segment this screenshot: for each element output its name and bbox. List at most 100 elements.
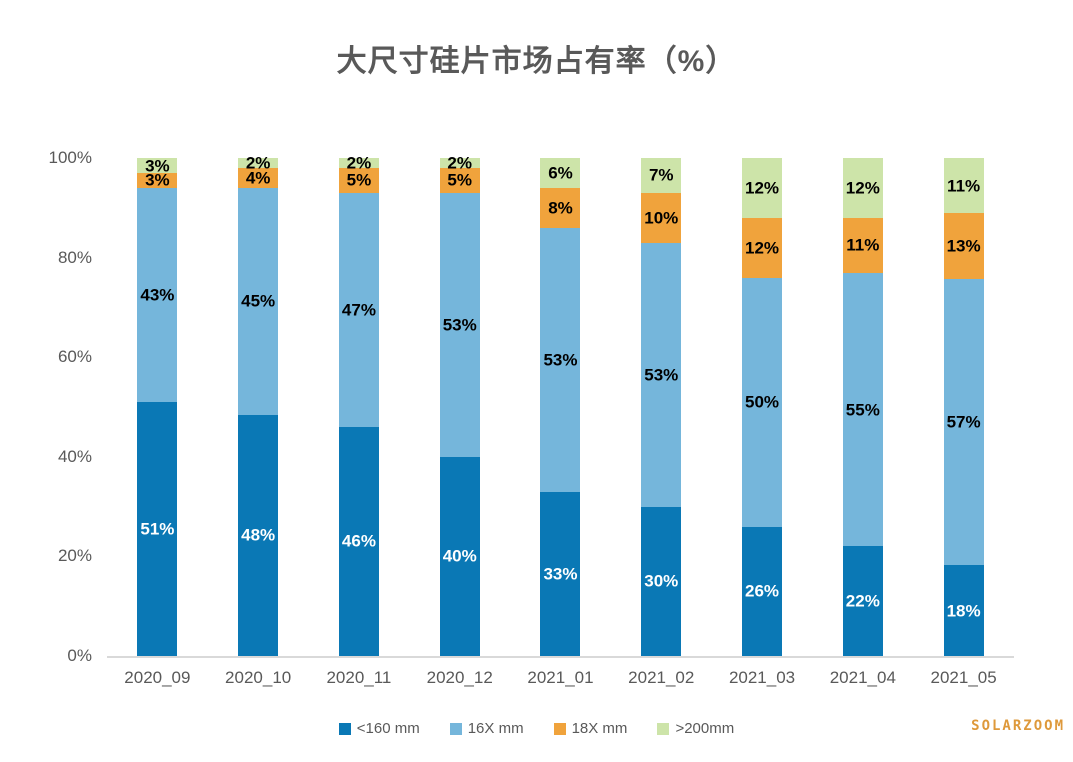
x-axis-tick-label: 2021_05 xyxy=(930,668,997,687)
data-label: 10% xyxy=(644,208,679,228)
solarzoom-watermark: SOLARZOOM xyxy=(971,718,1065,734)
legend: <160 mm 16X mm 18X mm >200mm xyxy=(0,720,1073,737)
y-axis-tick-label: 0% xyxy=(67,646,92,665)
bar-segment-18X mm: 11% xyxy=(842,217,883,273)
bar-segment-16X mm: 53% xyxy=(641,242,682,507)
x-axis-tick-label: 2021_01 xyxy=(527,668,594,687)
bar-segment-16X mm: 57% xyxy=(943,278,984,566)
bar-segment->200mm: 7% xyxy=(641,158,682,193)
bar-2020_09: 51% 43% 3% 3% xyxy=(107,156,208,656)
bar-segment->200mm: 2% xyxy=(238,155,279,172)
data-label: 4% xyxy=(245,168,271,188)
data-label: 8% xyxy=(548,198,573,218)
data-label: 53% xyxy=(442,315,477,335)
bar-segment-16X mm: 47% xyxy=(338,192,379,427)
data-label: 13% xyxy=(946,236,981,256)
y-axis-tick-label: 60% xyxy=(57,347,92,367)
bar-segment->200mm: 2% xyxy=(439,155,480,172)
legend-swatch-icon xyxy=(338,722,351,735)
data-label: 55% xyxy=(845,400,880,419)
data-label: 5% xyxy=(447,170,472,190)
data-label: 26% xyxy=(745,581,780,601)
x-axis-tick-label: 2020_11 xyxy=(326,668,392,687)
bar-2020_10: 48% 45% 4% 2% xyxy=(208,155,309,656)
bar-segment->200mm: 6% xyxy=(540,158,581,188)
bar-segment-<160 mm: 48% xyxy=(238,414,279,656)
bar-segment-18X mm: 5% xyxy=(439,167,480,193)
data-label: 11% xyxy=(947,176,981,196)
data-label: 12% xyxy=(745,178,780,198)
bar-segment-<160 mm: 30% xyxy=(641,506,682,656)
data-label: 3% xyxy=(145,170,170,190)
bar-segment-18X mm: 8% xyxy=(540,187,581,228)
x-axis-tick-label: 2020_09 xyxy=(124,668,191,687)
data-label: 3% xyxy=(145,156,170,175)
data-label: 2% xyxy=(346,153,372,173)
bar-segment->200mm: 12% xyxy=(742,158,783,218)
legend-label: >200mm xyxy=(675,720,735,737)
data-label: 30% xyxy=(644,571,679,591)
data-label: 50% xyxy=(745,392,780,412)
bar-2020_12: 40% 53% 5% 2% xyxy=(409,155,510,656)
bar-segment-16X mm: 43% xyxy=(137,187,178,403)
data-label: 53% xyxy=(644,365,679,385)
legend-swatch-icon xyxy=(449,722,462,735)
bar-segment-<160 mm: 51% xyxy=(137,402,178,656)
data-label: 5% xyxy=(346,170,372,190)
bar-segment-<160 mm: 18% xyxy=(943,565,984,656)
data-label: 46% xyxy=(341,531,376,551)
legend-label: 18X mm xyxy=(571,720,628,737)
data-label: 53% xyxy=(543,350,578,370)
data-label: 22% xyxy=(845,591,880,611)
bar-segment-<160 mm: 40% xyxy=(439,456,480,656)
bar-segment->200mm: 2% xyxy=(338,155,379,172)
data-label: 57% xyxy=(946,412,981,432)
bar-2021_01: 33% 53% 8% 6% xyxy=(510,158,611,656)
data-label: 6% xyxy=(548,163,573,183)
bar-segment->200mm: 11% xyxy=(943,158,984,214)
bar-segment-18X mm: 13% xyxy=(943,213,984,279)
legend-label: <160 mm xyxy=(356,720,420,737)
x-axis-tick-label: 2020_12 xyxy=(426,668,493,687)
y-axis-tick-label: 20% xyxy=(57,546,92,566)
bar-segment-18X mm: 5% xyxy=(338,167,379,193)
bar-segment-<160 mm: 22% xyxy=(842,546,883,656)
bar-segment-18X mm: 3% xyxy=(137,170,178,190)
bar-segment-16X mm: 55% xyxy=(842,272,883,547)
data-label: 40% xyxy=(442,546,477,566)
bar-2021_03: 26% 50% 12% 12% xyxy=(712,158,813,656)
legend-label: 16X mm xyxy=(467,720,524,737)
bar-segment-16X mm: 53% xyxy=(540,227,581,492)
bar-segment->200mm: 3% xyxy=(137,156,178,175)
data-label: 2% xyxy=(447,153,472,173)
legend-item-16X mm: 16X mm xyxy=(449,720,524,737)
data-label: 7% xyxy=(648,165,674,185)
y-axis-tick-label: 100% xyxy=(48,148,92,167)
data-label: 33% xyxy=(543,564,578,584)
bar-2021_02: 30% 53% 10% 7% xyxy=(611,158,712,656)
bar-2021_05: 18% 57% 13% 11% xyxy=(913,158,1014,656)
y-axis-tick-label: 40% xyxy=(57,446,92,466)
bar-2021_04: 22% 55% 11% 12% xyxy=(812,158,913,656)
chart-title: 大尺寸硅片市场占有率（%） xyxy=(336,45,737,78)
data-label: 43% xyxy=(140,285,175,305)
bar-segment-16X mm: 53% xyxy=(439,192,480,457)
data-label: 2% xyxy=(245,153,271,173)
x-axis-tick-label: 2020_10 xyxy=(225,668,292,687)
bar-segment-16X mm: 45% xyxy=(238,188,279,415)
bar-segment-<160 mm: 33% xyxy=(540,491,581,656)
data-label: 45% xyxy=(241,291,276,311)
data-label: 48% xyxy=(241,525,276,545)
x-axis-tick-label: 2021_03 xyxy=(728,668,796,687)
bar-segment-<160 mm: 26% xyxy=(742,526,783,656)
data-label: 12% xyxy=(845,178,880,198)
legend-swatch-icon xyxy=(553,722,566,735)
data-label: 47% xyxy=(341,300,376,320)
bar-segment->200mm: 12% xyxy=(842,158,883,218)
bar-2020_11: 46% 47% 5% 2% xyxy=(309,155,410,656)
x-axis-tick-label: 2021_02 xyxy=(628,668,695,687)
bar-segment-16X mm: 50% xyxy=(742,277,783,527)
legend-item-18X mm: 18X mm xyxy=(553,720,628,737)
legend-item-<160 mm: <160 mm xyxy=(338,720,420,737)
